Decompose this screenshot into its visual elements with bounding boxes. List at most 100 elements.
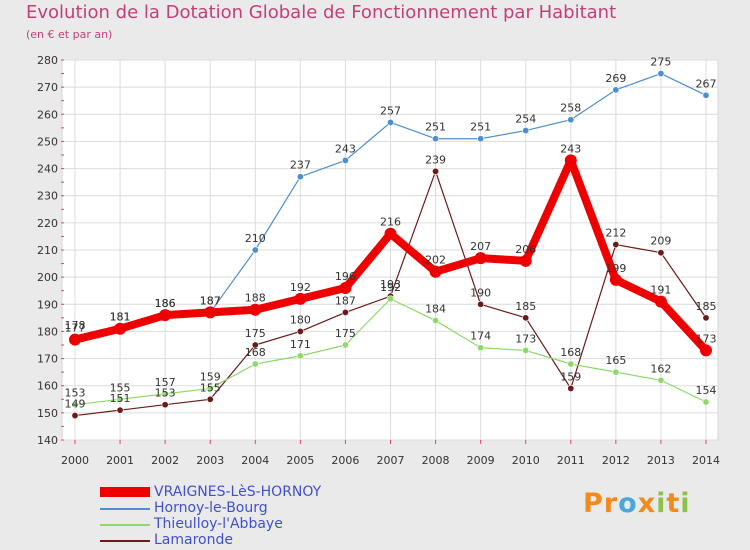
y-tick-label: 190 [37,298,58,311]
legend-item-thieulloy: Thieulloy-l'Abbaye [100,516,420,534]
y-tick-label: 270 [37,81,58,94]
data-point [657,70,665,78]
data-point [522,346,530,354]
data-point [341,341,349,349]
data-point [116,406,124,414]
data-label: 159 [200,370,221,383]
legend-swatch-hornoy [100,508,150,510]
y-tick-label: 260 [37,108,58,121]
data-point [567,360,575,368]
data-label: 155 [200,381,221,394]
legend-swatch-thieulloy [100,524,150,526]
data-point [432,317,440,325]
data-point [522,127,530,135]
data-point [251,341,259,349]
data-label: 209 [650,235,671,248]
data-point [116,395,124,403]
data-label: 206 [515,243,536,256]
data-point [657,249,665,257]
y-tick-label: 250 [37,135,58,148]
y-tick-label: 280 [37,54,58,67]
x-tick-label: 2000 [61,454,89,467]
legend-item-lamaronde: Lamaronde [100,532,420,550]
data-point [206,395,214,403]
data-point [612,368,620,376]
x-tick-label: 2002 [151,454,179,467]
data-label: 153 [155,387,176,400]
data-label: 199 [605,262,626,275]
data-point [702,314,710,322]
data-label: 187 [200,294,221,307]
data-label: 184 [425,303,446,316]
y-tick-label: 170 [37,353,58,366]
data-label: 181 [110,311,131,324]
x-tick-label: 2005 [286,454,314,467]
data-point [609,273,622,286]
data-label: 174 [470,330,491,343]
data-label: 193 [380,278,401,291]
data-point [564,154,577,167]
data-point [519,254,532,267]
data-label: 243 [335,142,356,155]
data-point [477,300,485,308]
data-label: 177 [65,322,86,335]
legend-label-hornoy: Hornoy-le-Bourg [154,500,268,516]
data-point [206,384,214,392]
x-tick-label: 2014 [692,454,720,467]
data-label: 275 [650,56,671,69]
data-point [341,308,349,316]
data-label: 165 [605,354,626,367]
data-label: 251 [470,121,491,134]
data-label: 251 [425,121,446,134]
data-label: 168 [245,346,266,359]
data-label: 159 [560,370,581,383]
data-label: 154 [696,384,717,397]
data-point [386,118,394,126]
data-point [339,282,352,294]
x-tick-label: 2008 [422,454,450,467]
data-label: 175 [245,327,266,340]
legend-label-lamaronde: Lamaronde [154,532,233,548]
x-tick-label: 2010 [512,454,540,467]
data-point [612,241,620,249]
data-label: 210 [245,232,266,245]
data-label: 175 [335,327,356,340]
data-point [296,173,304,181]
x-tick-label: 2013 [647,454,675,467]
legend-item-hornoy: Hornoy-le-Bourg [100,500,420,518]
data-point [204,306,217,319]
data-point [477,135,485,143]
y-tick-label: 160 [37,380,58,393]
data-point [612,86,620,94]
legend-label-thieulloy: Thieulloy-l'Abbaye [154,516,283,532]
data-label: 151 [110,392,131,405]
x-tick-label: 2011 [557,454,585,467]
data-point [114,322,127,335]
logo-letter: t [666,488,681,519]
legend-item-vraignes: VRAIGNES-LèS-HORNOY [100,484,420,502]
data-point [384,227,397,240]
data-point [657,376,665,384]
x-tick-label: 2006 [331,454,359,467]
x-tick-label: 2001 [106,454,134,467]
data-label: 185 [515,300,536,313]
logo-letter: i [656,488,667,519]
y-tick-label: 240 [37,163,58,176]
data-point [654,295,667,308]
x-tick-label: 2012 [602,454,630,467]
data-label: 162 [650,362,671,375]
chart-subtitle: (en € et par an) [26,28,113,41]
logo-letter: r [603,488,619,519]
data-label: 254 [515,113,536,126]
data-point [251,360,259,368]
data-label: 187 [200,294,221,307]
data-point [159,309,172,322]
legend-label-vraignes: VRAIGNES-LèS-HORNOY [154,484,322,500]
data-point [522,314,530,322]
data-label: 187 [335,294,356,307]
data-label: 186 [155,297,176,310]
data-label: 168 [560,346,581,359]
legend-swatch-lamaronde [100,540,150,542]
